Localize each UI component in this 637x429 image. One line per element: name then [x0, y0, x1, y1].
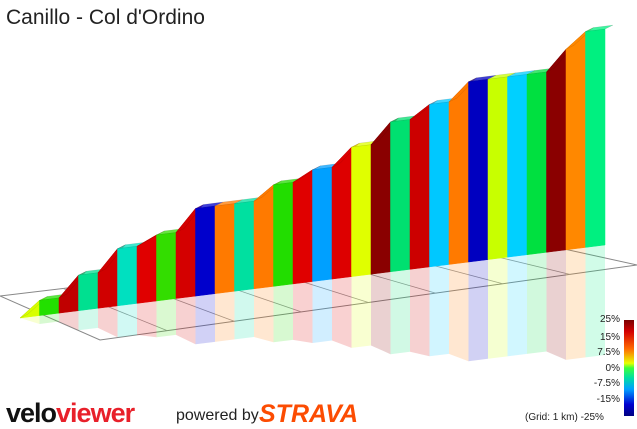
- profile-reflection-segment: [566, 247, 586, 360]
- profile-reflection-segment: [351, 274, 371, 348]
- profile-reflection-segment: [585, 245, 605, 358]
- profile-segment: [390, 119, 411, 273]
- profile-segment: [585, 28, 606, 248]
- profile-segment: [448, 81, 469, 265]
- profile-reflection-segment: [293, 281, 313, 343]
- profile-segment: [409, 103, 430, 270]
- profile-reflection-segment: [234, 288, 254, 340]
- legend-tick-neg-7-5: -7.5%: [593, 378, 620, 389]
- profile-segment: [78, 272, 99, 311]
- profile-segment: [526, 71, 547, 256]
- legend-tick-7-5: 7.5%: [597, 347, 620, 358]
- profile-segment: [292, 169, 313, 285]
- profile-segment: [214, 203, 235, 294]
- profile-segment: [273, 182, 294, 287]
- profile-reflection-segment: [468, 259, 488, 362]
- profile-segment: [370, 121, 391, 275]
- chart-title: Canillo - Col d'Ordino: [6, 6, 205, 29]
- profile-segment: [565, 30, 586, 251]
- profile-reflection-segment: [254, 286, 274, 343]
- profile-reflection-segment: [312, 279, 332, 343]
- profile-segment: [253, 184, 274, 290]
- profile-reflection-segment: [273, 283, 293, 343]
- profile-reflection-segment: [78, 308, 98, 331]
- profile-segment: [117, 245, 138, 307]
- profile-reflection-segment: [507, 254, 527, 357]
- profile-reflection-segment: [215, 291, 235, 342]
- gradient-legend: 25% 15% 7.5% 0% -7.5% -15%: [560, 312, 637, 422]
- profile-segment: [468, 78, 489, 263]
- profile-segment: [507, 74, 528, 258]
- profile-segment-top: [585, 24, 614, 32]
- strava-logo[interactable]: STRAVA: [259, 400, 359, 428]
- profile-segment: [351, 144, 372, 277]
- profile-reflection-segment: [98, 305, 118, 338]
- profile-reflection-segment: [117, 303, 137, 338]
- profile-segment: [39, 297, 60, 316]
- profile-segment: [487, 76, 508, 260]
- profile-reflection-segment: [546, 249, 566, 360]
- profile-segments: [19, 24, 614, 319]
- profile-reflection-segment: [195, 293, 215, 345]
- grid-note: (Grid: 1 km) -25%: [525, 412, 604, 423]
- profile-segment: [331, 146, 352, 280]
- profile-reflection-segment: [20, 315, 40, 324]
- profile-reflection-segment: [59, 310, 79, 331]
- profile-reflection-segment: [137, 300, 157, 338]
- profile-segment: [546, 48, 567, 253]
- profile-reflection-segment: [449, 262, 469, 362]
- legend-tick-neg-25: -25%: [580, 412, 604, 423]
- profile-reflection-segment: [332, 276, 352, 348]
- legend-tick-25: 25%: [599, 314, 620, 325]
- legend-tick-0: 0%: [605, 363, 620, 374]
- profile-segment: [429, 101, 450, 268]
- profile-reflection-segment: [527, 252, 547, 354]
- profile-segment: [312, 167, 333, 282]
- profile-reflection: [20, 245, 605, 362]
- gradient-color-scale: [624, 320, 634, 416]
- profile-segment: [136, 234, 157, 304]
- profile-reflection-segment: [429, 264, 449, 357]
- profile-reflection-segment: [488, 257, 508, 359]
- veloviewer-logo[interactable]: veloviewer: [6, 398, 135, 428]
- profile-reflection-segment: [156, 298, 176, 338]
- legend-tick-neg-15: -15%: [596, 394, 620, 405]
- profile-reflection-segment: [371, 271, 391, 355]
- profile-reflection-segment: [390, 269, 410, 355]
- profile-segment: [195, 205, 216, 297]
- powered-by-label: powered by: [176, 407, 259, 424]
- profile-reflection-segment: [39, 313, 59, 324]
- profile-reflection-segment: [176, 296, 196, 345]
- legend-tick-15: 15%: [599, 332, 620, 343]
- profile-segment: [234, 200, 255, 292]
- profile-reflection-segment: [410, 266, 430, 357]
- profile-segment: [156, 232, 177, 302]
